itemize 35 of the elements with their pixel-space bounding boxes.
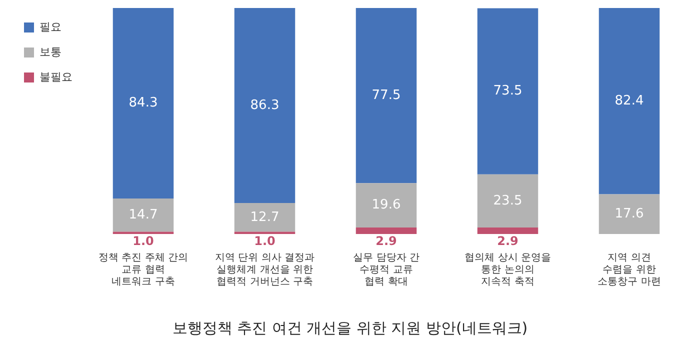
x-tick-label: 지역 단위 의사 결정과 실행체계 개선을 위한 협력적 거버넌스 구축 xyxy=(214,252,315,288)
data-label: 2.9 xyxy=(376,234,397,248)
bar xyxy=(112,8,174,199)
data-label: 84.3 xyxy=(128,96,158,111)
bar xyxy=(356,227,417,234)
data-label: 12.7 xyxy=(250,210,280,225)
data-label: 2.9 xyxy=(497,234,518,248)
data-label: 14.7 xyxy=(128,208,158,223)
bar xyxy=(477,8,538,174)
data-label: 82.4 xyxy=(614,93,644,108)
bar xyxy=(477,174,538,228)
text: 보행정책 추진 여건 개선을 위한 지원 방안(네트워크) xyxy=(172,318,528,337)
x-tick-label: 협의체 상시 운영을 통한 논의의 지속적 축적 xyxy=(464,252,551,288)
data-label: 1.0 xyxy=(254,234,276,248)
bar xyxy=(356,8,417,184)
data-label: 86.3 xyxy=(250,98,280,113)
x-tick-label: 실무 담당자 간 수평적 교류 협력 확대 xyxy=(353,252,420,288)
data-label: 17.6 xyxy=(614,206,644,222)
x-tick-label: 정책 추진 주체 간의 교류 협력 네트워크 구축 xyxy=(98,252,188,288)
bar xyxy=(477,227,538,234)
bar xyxy=(234,8,296,204)
bar xyxy=(112,198,174,232)
data-label: 19.6 xyxy=(372,198,401,213)
data-label: 23.5 xyxy=(493,193,522,208)
x-tick-label: 지역 의견 수렴을 위한 소통창구 마련 xyxy=(598,252,661,288)
legend-label: 불필요 xyxy=(40,70,72,84)
data-label: 73.5 xyxy=(493,84,522,99)
bar xyxy=(598,8,660,194)
bar xyxy=(234,203,296,232)
legend-label: 보통 xyxy=(40,45,62,58)
legend-label: 필요 xyxy=(40,20,62,34)
data-label: 77.5 xyxy=(372,88,401,103)
data-label: 1.0 xyxy=(132,234,154,248)
bar xyxy=(598,194,660,234)
bar xyxy=(356,183,417,228)
